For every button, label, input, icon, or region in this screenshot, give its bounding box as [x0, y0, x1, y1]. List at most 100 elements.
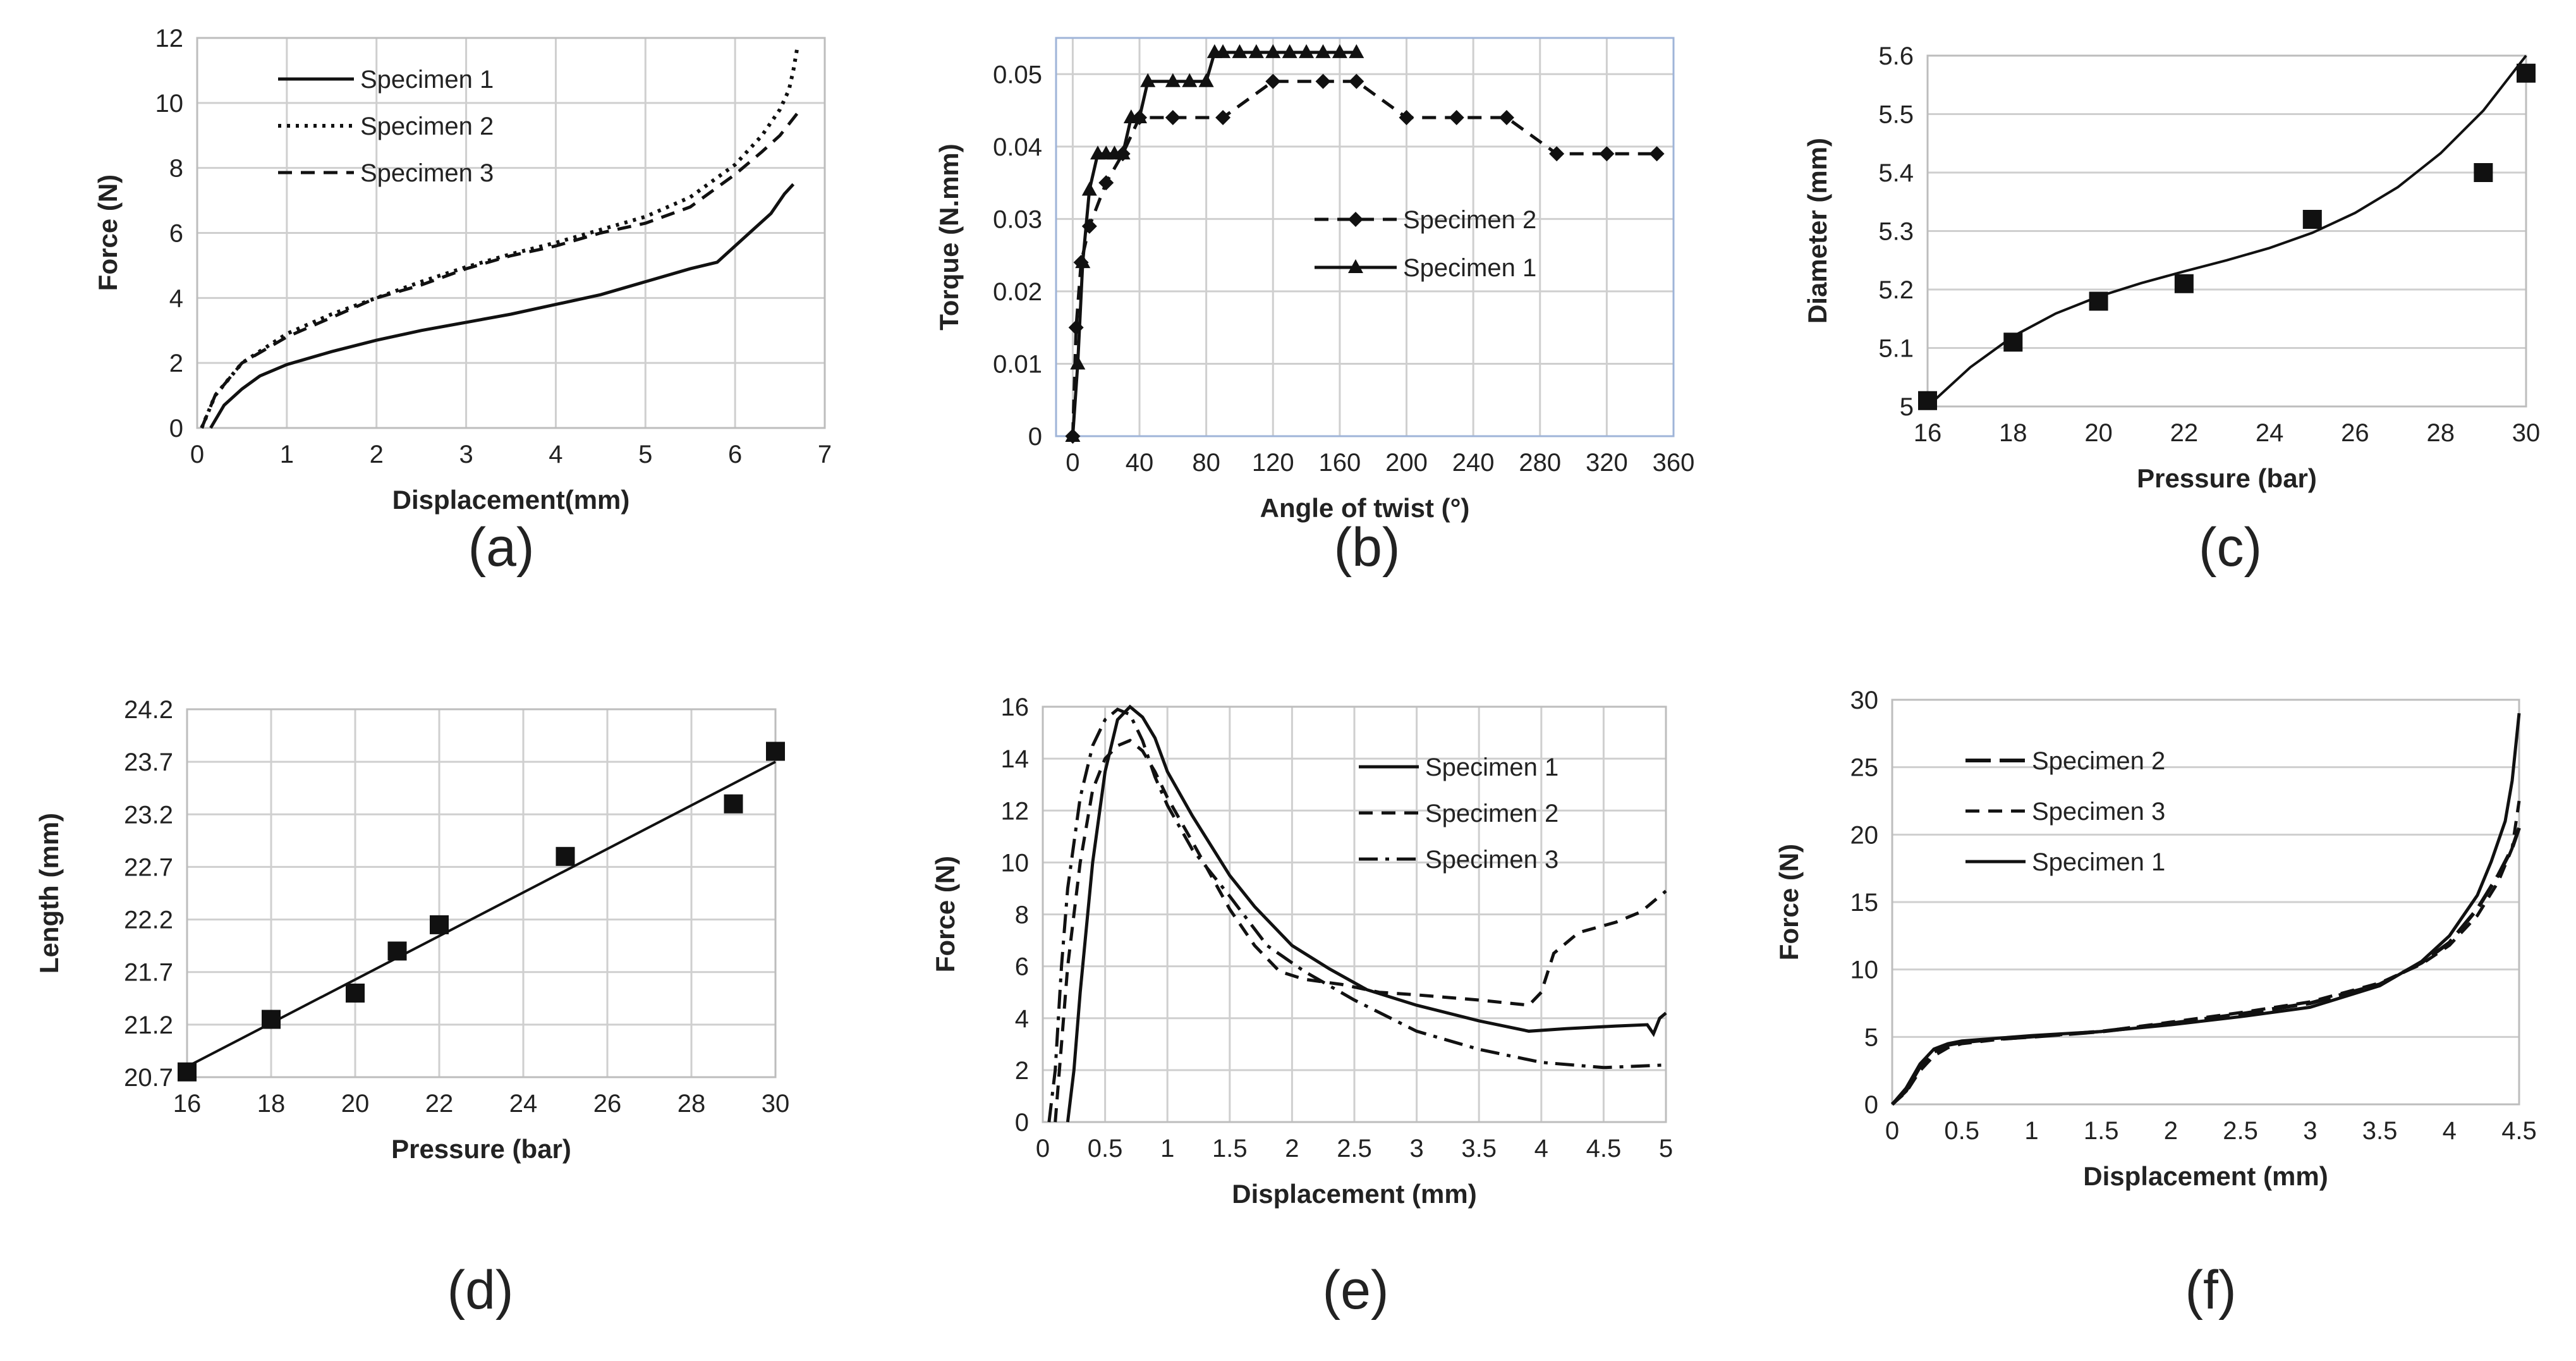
y-tick-label: 22.2: [124, 906, 173, 934]
y-tick-label: 2: [1015, 1057, 1029, 1085]
y-axis-title: Length (mm): [34, 813, 64, 973]
y-axis-title: Diameter (mm): [1802, 138, 1832, 324]
data-point: [1182, 73, 1198, 87]
data-point: [1399, 110, 1414, 125]
x-tick-label: 28: [2426, 419, 2455, 447]
x-tick-label: 120: [1252, 449, 1294, 477]
x-tick-label: 26: [593, 1090, 622, 1118]
series-line-1: [1071, 80, 1657, 437]
chart-d: 16 18 20 22 24 26 28 30 20.7 21.2 21.7 22.2 22.7 23.2…: [34, 696, 789, 1321]
data-point: [1498, 110, 1514, 125]
data-point: [1282, 44, 1297, 58]
data-point: [2089, 291, 2108, 311]
x-tick-label: 0: [1036, 1135, 1050, 1163]
legend-label: Specimen 1: [1403, 254, 1536, 282]
series-line-2: [1071, 51, 1357, 437]
data-point: [1649, 146, 1665, 162]
legend-marker: [1348, 212, 1363, 227]
data-point: [1081, 181, 1097, 196]
data-point: [1332, 44, 1347, 58]
x-tick-label: 280: [1519, 449, 1561, 477]
y-tick-label: 12: [1001, 797, 1030, 825]
y-tick-label: 5.4: [1878, 159, 1914, 187]
legend-label: Specimen 3: [360, 159, 494, 187]
x-tick-label: 0.5: [1088, 1135, 1123, 1163]
x-tick-label: 4.5: [2501, 1117, 2537, 1145]
x-axis-title: Displacement(mm): [392, 485, 630, 515]
data-point: [1165, 73, 1181, 87]
data-point: [1068, 320, 1084, 336]
data-point: [178, 1062, 197, 1082]
panel-label: (f): [2185, 1260, 2236, 1321]
y-tick-label: 0.04: [993, 133, 1042, 161]
plot-area: [1055, 37, 1675, 437]
data-point: [1315, 73, 1331, 89]
data-point: [1165, 110, 1181, 125]
x-tick-label: 3.5: [2362, 1117, 2398, 1145]
y-tick-label: 20: [1850, 821, 1879, 849]
y-tick-label: 10: [155, 90, 184, 118]
data-point: [1065, 428, 1081, 442]
data-point: [430, 915, 449, 934]
legend-label: Specimen 2: [1403, 206, 1536, 234]
y-tick-label: 6: [169, 220, 183, 248]
plot-area: [1891, 699, 2520, 1106]
data-point: [1349, 44, 1364, 58]
x-axis-title: Angle of twist (°): [1260, 493, 1470, 523]
y-tick-label: 0.03: [993, 205, 1042, 233]
x-tick-label: 0: [1066, 449, 1079, 477]
legend: Specimen 2 Specimen 1: [1315, 206, 1536, 282]
y-tick-label: 8: [169, 155, 183, 183]
x-tick-label: 4.5: [1586, 1135, 1622, 1163]
y-tick-label: 5.2: [1878, 276, 1914, 304]
plot-area: [196, 37, 826, 429]
data-point: [1140, 73, 1156, 87]
plot-area: [1926, 54, 2527, 408]
data-point: [1918, 391, 1937, 410]
legend-label: Specimen 3: [2032, 798, 2165, 826]
x-tick-label: 22: [2170, 419, 2199, 447]
x-tick-label: 18: [1999, 419, 2027, 447]
y-tick-label: 5: [1864, 1023, 1878, 1051]
y-tick-label: 0: [1015, 1109, 1029, 1137]
y-tick-label: 20.7: [124, 1064, 173, 1092]
x-tick-label: 30: [2512, 419, 2541, 447]
data-point: [1115, 145, 1131, 160]
plot-area: [186, 708, 777, 1078]
x-tick-label: 5: [1659, 1135, 1673, 1163]
data-point: [1315, 44, 1331, 58]
x-tick-label: 0: [190, 441, 204, 468]
y-tick-label: 21.2: [124, 1011, 173, 1039]
y-axis-title: Force (N): [1774, 844, 1804, 960]
x-tick-label: 360: [1653, 449, 1695, 477]
series-line-2: [1891, 800, 2521, 1106]
x-tick-label: 30: [762, 1090, 790, 1118]
chart-c: 16 18 20 22 24 26 28 30 5 5.1 5.2 5.3 5.4 5.5 5.6 Press…: [1802, 42, 2540, 578]
y-axis-title: Force (N): [93, 174, 123, 291]
x-axis-title: Displacement (mm): [1232, 1179, 1476, 1209]
legend: Specimen 1 Specimen 2 Specimen 3: [278, 66, 494, 187]
data-layer: [178, 742, 785, 1082]
series-line-3: [200, 111, 799, 429]
x-tick-label: 1.5: [2084, 1117, 2119, 1145]
x-tick-label: 4: [1534, 1135, 1548, 1163]
y-tick-label: 12: [155, 25, 184, 52]
x-tick-label: 26: [2341, 419, 2369, 447]
y-tick-label: 22.7: [124, 853, 173, 881]
x-tick-label: 24: [509, 1090, 538, 1118]
data-point: [1098, 175, 1114, 191]
x-tick-label: 200: [1385, 449, 1428, 477]
x-tick-label: 16: [1914, 419, 1942, 447]
y-tick-label: 4: [1015, 1005, 1029, 1033]
x-tick-label: 1: [1160, 1135, 1174, 1163]
legend-label: Specimen 2: [1425, 800, 1558, 827]
y-tick-label: 10: [1001, 849, 1030, 877]
x-tick-label: 2: [1285, 1135, 1299, 1163]
legend: Specimen 1 Specimen 2 Specimen 3: [1359, 754, 1558, 874]
y-tick-label: 5.3: [1878, 218, 1914, 246]
x-axis-title: Pressure (bar): [391, 1134, 571, 1164]
data-layer: [200, 44, 800, 429]
y-tick-label: 10: [1850, 956, 1879, 984]
y-tick-label: 15: [1850, 889, 1879, 917]
